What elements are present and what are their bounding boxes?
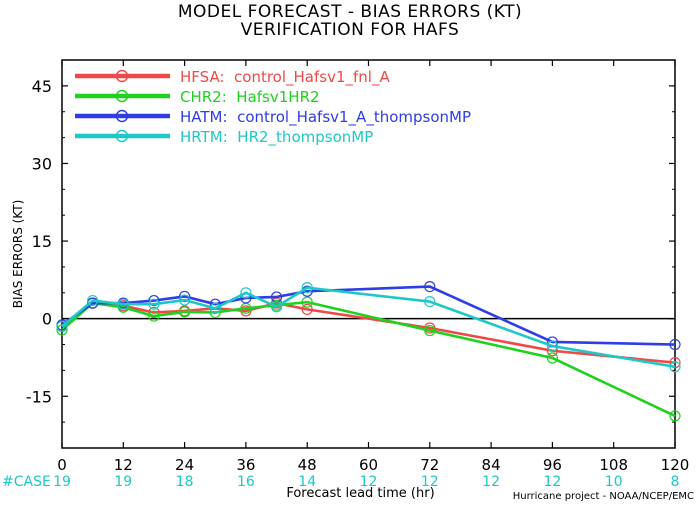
case-count: 12 bbox=[482, 474, 500, 490]
x-tick-label: 120 bbox=[661, 456, 690, 474]
data-point-hfsa bbox=[424, 322, 436, 334]
legend-label-chr2: CHR2: Hafsv1HR2 bbox=[180, 88, 320, 106]
case-count: 16 bbox=[237, 474, 255, 490]
case-count: 18 bbox=[176, 474, 194, 490]
y-axis-label: BIAS ERRORS (KT) bbox=[11, 200, 25, 309]
data-point-chr2 bbox=[669, 410, 681, 422]
x-tick-label: 108 bbox=[599, 456, 628, 474]
data-point-hrtm bbox=[87, 294, 99, 307]
legend-label-hrtm: HRTM: HR2_thompsonMP bbox=[180, 128, 373, 147]
x-axis-label: Forecast lead time (hr) bbox=[286, 486, 434, 501]
x-tick-label: 48 bbox=[298, 456, 317, 474]
case-count: 12 bbox=[360, 474, 378, 490]
data-point-hatm bbox=[148, 294, 160, 307]
case-count: 19 bbox=[53, 474, 71, 490]
y-tick-label: 15 bbox=[32, 232, 52, 251]
data-point-hfsa bbox=[148, 306, 160, 319]
legend-marker-hrtm bbox=[115, 129, 129, 143]
case-count: 12 bbox=[543, 474, 561, 490]
data-point-hfsa bbox=[301, 303, 313, 315]
data-point-hatm bbox=[179, 290, 191, 303]
case-count: 12 bbox=[421, 474, 439, 490]
data-point-chr2 bbox=[301, 296, 313, 308]
data-point-hatm bbox=[669, 338, 681, 351]
data-point-chr2 bbox=[546, 352, 559, 364]
data-point-hrtm bbox=[56, 320, 68, 333]
x-tick-label: 12 bbox=[114, 456, 133, 474]
data-point-hrtm bbox=[301, 282, 313, 294]
y-tick-label: 0 bbox=[42, 310, 52, 329]
legend-marker-hfsa bbox=[115, 69, 129, 83]
x-tick-label: 0 bbox=[57, 456, 67, 474]
y-tick-label: 45 bbox=[32, 77, 52, 96]
data-point-hrtm bbox=[669, 361, 681, 373]
data-point-chr2 bbox=[424, 324, 436, 337]
data-point-chr2 bbox=[148, 310, 160, 322]
x-tick-label: 84 bbox=[482, 456, 501, 474]
data-point-hrtm bbox=[424, 295, 436, 308]
data-point-hrtm bbox=[209, 302, 221, 314]
data-point-hrtm bbox=[546, 340, 559, 352]
case-count: 19 bbox=[114, 474, 132, 490]
case-count: 8 bbox=[671, 474, 680, 490]
y-tick-label: 30 bbox=[32, 154, 52, 173]
data-point-hrtm bbox=[148, 298, 160, 310]
data-point-chr2 bbox=[179, 306, 191, 318]
data-point-hrtm bbox=[117, 298, 129, 310]
data-point-hfsa bbox=[669, 357, 681, 369]
x-tick-label: 36 bbox=[236, 456, 255, 474]
x-tick-label: 96 bbox=[543, 456, 562, 474]
legend-label-hfsa: HFSA: control_Hafsv1_fnl_A bbox=[180, 68, 390, 87]
legend-label-hatm: HATM: control_Hafsv1_A_thompsonMP bbox=[180, 108, 471, 127]
data-point-hatm bbox=[424, 280, 436, 293]
case-label: #CASE bbox=[2, 474, 51, 490]
y-tick-label: -15 bbox=[26, 387, 52, 406]
data-point-hrtm bbox=[179, 294, 191, 306]
case-count: 10 bbox=[605, 474, 623, 490]
x-tick-label: 24 bbox=[175, 456, 194, 474]
data-point-hrtm bbox=[270, 301, 283, 313]
data-point-hfsa bbox=[240, 305, 252, 317]
legend-marker-hatm bbox=[115, 109, 129, 123]
x-tick-label: 72 bbox=[420, 456, 439, 474]
chart-subtitle: VERIFICATION FOR HAFS bbox=[240, 20, 460, 40]
x-tick-label: 60 bbox=[359, 456, 378, 474]
chart-title: MODEL FORECAST - BIAS ERRORS (KT) bbox=[177, 2, 523, 22]
data-point-hrtm bbox=[240, 287, 252, 299]
legend-marker-chr2 bbox=[115, 89, 129, 103]
case-count: 14 bbox=[298, 474, 316, 490]
series-line-hfsa bbox=[61, 301, 676, 364]
credit-text: Hurricane project - NOAA/NCEP/EMC bbox=[512, 491, 694, 502]
